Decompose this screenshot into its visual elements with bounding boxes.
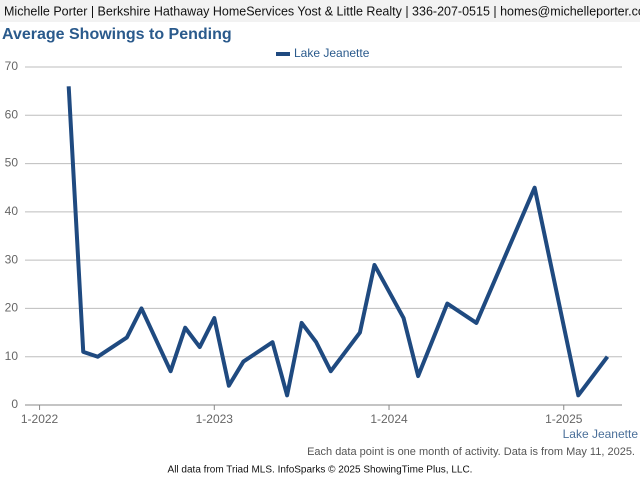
x-tick-label: 1-2022 (21, 412, 59, 426)
series-label: Lake Jeanette (563, 427, 639, 441)
y-tick-label: 10 (5, 349, 19, 363)
y-tick-label: 50 (5, 156, 19, 170)
y-tick-label: 60 (5, 107, 19, 121)
header-band (0, 0, 640, 22)
note: Each data point is one month of activity… (307, 446, 635, 458)
legend-label: Lake Jeanette (294, 46, 370, 60)
y-tick-label: 40 (5, 204, 19, 218)
y-tick-label: 0 (11, 397, 18, 411)
source: All data from Triad MLS. InfoSparks © 20… (168, 465, 473, 476)
chart-title: Average Showings to Pending (2, 26, 232, 43)
header: Michelle Porter | Berkshire Hathaway Hom… (4, 4, 640, 18)
y-tick-label: 20 (5, 301, 19, 315)
series-line (66, 86, 610, 398)
y-tick-label: 70 (5, 59, 19, 73)
y-tick-label: 30 (5, 252, 19, 266)
x-tick-label: 1-2025 (545, 412, 583, 426)
x-tick-label: 1-2023 (196, 412, 234, 426)
x-tick-label: 1-2024 (370, 412, 408, 426)
